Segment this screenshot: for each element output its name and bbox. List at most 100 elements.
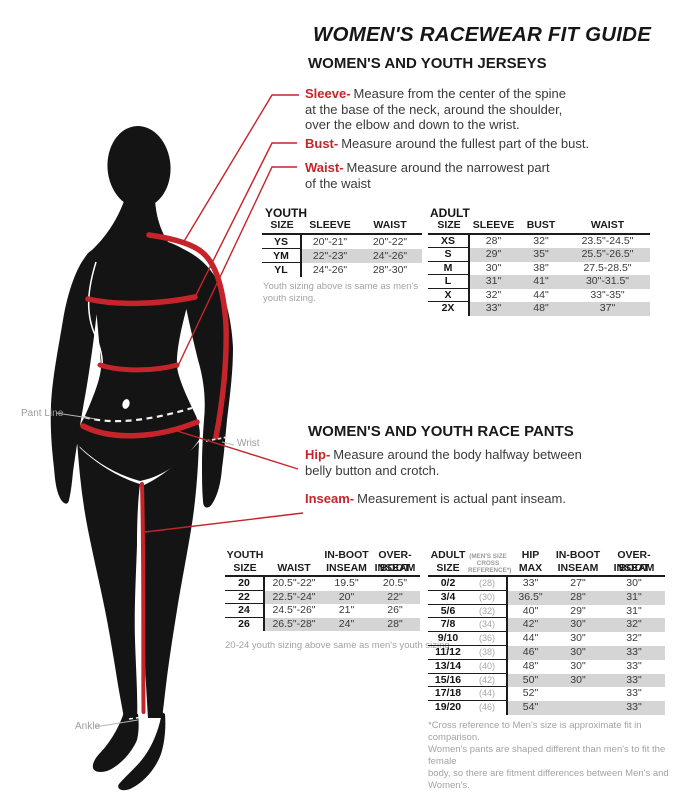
table-cell: 20": [323, 590, 370, 604]
table-cell: XS: [428, 234, 470, 248]
table-cell: 20"-21": [312, 235, 348, 248]
youth-pants-note: 20-24 youth sizing above same as men's y…: [225, 640, 450, 651]
table-cell: 31": [626, 604, 642, 617]
table-row: YM 22"-23" 24"-26": [262, 248, 422, 263]
bust-measure-line: [85, 294, 198, 307]
column-header: WAIST: [590, 219, 625, 231]
table-cell: 33": [603, 673, 665, 688]
table-row: 20 20.5"-22" 19.5" 20.5": [225, 577, 420, 591]
table-cell: 33": [522, 577, 539, 589]
table-cell: 2X: [428, 302, 470, 316]
table-cell: 9/10: [428, 632, 468, 646]
table-row: 24 24.5"-26" 21" 26": [225, 604, 420, 618]
sleeve-term: Sleeve-: [305, 86, 351, 101]
table-row: 17/18 (44) 52" 33": [428, 687, 665, 702]
table-cell: [553, 687, 603, 701]
table-cell: 13/14: [428, 660, 468, 674]
table-cell: 15/16: [428, 674, 468, 688]
table-row: 0/2 (28) 33" 27" 30": [428, 577, 665, 591]
table-cell: 33": [626, 687, 642, 700]
hip-description: Hip- Measure around the body halfway betw…: [305, 447, 610, 478]
table-cell: 26.5"-28": [265, 617, 323, 631]
table-cell: 21": [338, 604, 355, 616]
table-cell: (34): [468, 618, 508, 633]
table-row: YS 20"-21" 20"-22": [262, 234, 422, 249]
waist-term: Waist-: [305, 160, 344, 175]
table-cell: 24: [225, 604, 265, 618]
column-header: ADULT SIZE: [430, 549, 466, 574]
table-cell: 30": [553, 645, 603, 660]
table-cell: S: [428, 248, 470, 262]
table-cell: 30": [570, 659, 586, 672]
table-cell: 32": [485, 288, 502, 301]
table-cell: 24"-26": [358, 248, 422, 263]
column-header: IN-BOOT INSEAM: [555, 549, 601, 574]
table-cell: 44": [533, 288, 549, 301]
column-header: OVER-BOOT INSEAM: [613, 549, 655, 574]
pants-section-heading: WOMEN'S AND YOUTH RACE PANTS: [308, 423, 574, 440]
table-cell: 5/6: [428, 605, 468, 619]
waist-description: Waist- Measure around the narrowest part …: [305, 160, 573, 191]
jerseys-section-heading: WOMEN'S AND YOUTH JERSEYS: [308, 55, 547, 72]
pant-line-label: Pant Line: [21, 408, 64, 419]
table-cell: 50": [508, 673, 553, 688]
table-row: 9/10 (36) 44" 30" 32": [428, 632, 665, 646]
table-row: 5/6 (32) 40" 29" 31": [428, 604, 665, 619]
figure-right-leg: [141, 442, 199, 718]
table-cell: (38): [468, 645, 508, 660]
table-row: 2X 33" 48" 37": [428, 302, 650, 316]
table-cell: 31": [603, 590, 665, 605]
hip-term: Hip-: [305, 447, 331, 462]
table-cell: 26: [225, 617, 265, 631]
table-cell: 30"-31.5": [565, 275, 650, 289]
table-cell: 33"-35": [590, 288, 625, 301]
column-header: IN-BOOT INSEAM: [324, 549, 369, 574]
adult-pants-table: ADULT SIZE (MEN'S SIZE CROSS REFERENCE*) HIP M…: [428, 549, 665, 715]
inseam-measure-line: [140, 482, 146, 714]
figure-left-leg: [77, 440, 140, 718]
table-row: L 31" 41" 30"-31.5": [428, 275, 650, 289]
youth-pants-table: YOUTH SIZE WAIST IN-BOOT INSEAM OVER-BOOT INSE…: [225, 549, 420, 631]
ankle-label: Ankle: [75, 721, 101, 732]
table-cell: 28": [370, 617, 420, 631]
wrist-label: Wrist: [237, 438, 260, 449]
table-cell: [553, 701, 603, 715]
table-cell: 33": [603, 645, 665, 660]
column-header: SIZE: [437, 219, 461, 231]
table-cell: 33": [626, 659, 642, 672]
table-row: 19/20 (46) 54" 33": [428, 701, 665, 715]
wrist-dash-marker: [205, 436, 229, 442]
table-cell: 26": [387, 604, 403, 616]
table-cell: 22": [370, 590, 420, 604]
column-header: WAIST: [277, 561, 311, 574]
table-cell: 29": [570, 604, 586, 617]
hip-leader-line: [170, 428, 299, 470]
figure-right-foot: [118, 712, 166, 791]
table-cell: 44": [522, 632, 539, 645]
table-cell: 11/12: [428, 646, 468, 660]
table-cell: 3/4: [428, 591, 468, 605]
table-cell: 20.5"-22": [272, 577, 316, 589]
table-header-row: YOUTH SIZE WAIST IN-BOOT INSEAM OVER-BOOT INSE…: [225, 549, 420, 577]
table-cell: (42): [468, 673, 508, 688]
ankle-dash-marker: [128, 716, 144, 720]
chest-contour-line: [87, 261, 103, 369]
figure-left-foot: [92, 712, 139, 772]
pant-line-leader: [55, 412, 97, 420]
bust-text: Measure around the fullest part of the b…: [341, 136, 590, 151]
table-cell: (44): [468, 687, 508, 702]
table-cell: 19.5": [334, 577, 359, 589]
column-header: SLEEVE: [472, 219, 515, 231]
table-row: X 32" 44" 33"-35": [428, 288, 650, 302]
table-cell: 48": [522, 659, 539, 672]
column-header: SIZE: [270, 219, 294, 231]
bust-term: Bust-: [305, 136, 339, 151]
figure-left-arm: [50, 252, 100, 504]
table-row: XS 28" 32" 23.5"-24.5": [428, 234, 650, 248]
table-cell: X: [428, 288, 470, 302]
table-cell: 41": [517, 275, 565, 289]
table-cell: (40): [468, 659, 508, 674]
table-cell: 37": [565, 302, 650, 316]
table-cell: 40": [522, 604, 539, 617]
